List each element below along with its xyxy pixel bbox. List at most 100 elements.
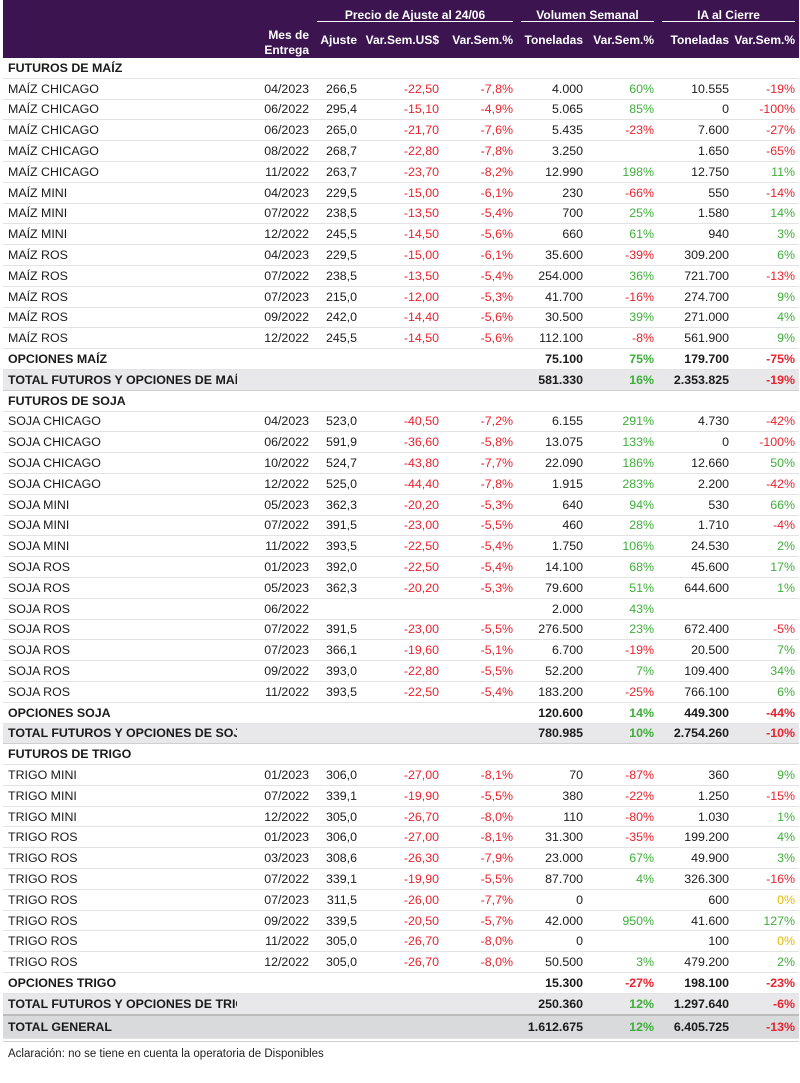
cell-vol-var: 7% <box>587 660 659 682</box>
table-row: SOJA MINI 11/2022 393,5 -22,50 -5,4% 1.750 106… <box>3 535 800 558</box>
cell-var-usd: -40,50 <box>361 411 443 433</box>
cell-ajuste: 393,5 <box>313 535 361 558</box>
cell-ia-var: -42% <box>733 473 800 495</box>
cell-ia-var: 2% <box>733 535 800 558</box>
cell-mes: 01/2023 <box>237 764 313 786</box>
cell-ajuste: 391,5 <box>313 515 361 537</box>
cell-ia-var: 4% <box>733 826 800 849</box>
cell-ia: 6.405.725 <box>658 1013 734 1039</box>
cell-vol-var: 68% <box>587 556 659 578</box>
cell-mes: 06/2023 <box>237 119 313 142</box>
cell-var-pct: -5,5% <box>443 868 517 890</box>
cell-ia: 1.030 <box>658 806 734 828</box>
table-row: SOJA CHICAGO 04/2023 523,0 -40,50 -7,2% 6.155… <box>3 411 800 433</box>
cell-vol: 50.500 <box>517 951 587 974</box>
cell-vol-var: 4% <box>587 868 659 890</box>
cell-vol-var: 28% <box>587 515 659 537</box>
cell-vol-var: 61% <box>587 223 659 246</box>
cell-ajuste: 393,5 <box>313 681 361 703</box>
cell-vol: 87.700 <box>517 868 587 890</box>
cell-ia-var: -14% <box>733 182 800 204</box>
cell-ajuste <box>313 702 361 724</box>
cell-var-usd <box>361 723 443 745</box>
cell-ajuste <box>313 369 361 391</box>
cell-ia: 1.710 <box>658 515 734 537</box>
cell-ajuste: 525,0 <box>313 473 361 495</box>
cell-var-usd: -19,90 <box>361 785 443 807</box>
cell-name: SOJA CHICAGO <box>3 431 237 454</box>
col-varsem-pct-header: Var.Sem.% <box>443 22 517 58</box>
cell-var-usd: -20,50 <box>361 910 443 932</box>
cell-ia: 2.200 <box>658 473 734 495</box>
cell-mes: 06/2022 <box>237 598 313 620</box>
cell-ia: 600 <box>658 889 734 911</box>
cell-mes: 05/2023 <box>237 577 313 599</box>
cell-name: TOTAL GENERAL <box>3 1013 237 1039</box>
col-varsem-usd-header: Var.Sem.US$ <box>361 22 443 58</box>
cell-ia-var: -65% <box>733 140 800 162</box>
cell-ia: 1.580 <box>658 203 734 225</box>
cell-ajuste: 242,0 <box>313 307 361 329</box>
cell-var-pct: -5,5% <box>443 619 517 641</box>
cell-mes: 09/2022 <box>237 660 313 682</box>
table-row: MAÍZ CHICAGO 06/2023 265,0 -21,70 -7,6% 5.435… <box>3 119 800 142</box>
cell-var-pct: -5,5% <box>443 515 517 537</box>
cell-ajuste <box>313 972 361 994</box>
cell-var-pct: -5,7% <box>443 910 517 932</box>
cell-vol: 112.100 <box>517 327 587 350</box>
table-row: TRIGO ROS 07/2023 311,5 -26,00 -7,7% 0 600 0% <box>3 889 800 911</box>
footnote: Aclaración: no se tiene en cuenta la ope… <box>3 1040 799 1060</box>
cell-name: MAÍZ CHICAGO <box>3 99 237 121</box>
cell-name: TRIGO MINI <box>3 764 237 786</box>
cell-var-pct: -5,4% <box>443 681 517 703</box>
cell-vol-var: -27% <box>587 972 659 994</box>
cell-ia: 672.400 <box>658 619 734 641</box>
cell-name: SOJA ROS <box>3 639 237 662</box>
cell-var-pct: -6,1% <box>443 244 517 266</box>
table-row: MAÍZ MINI 07/2022 238,5 -13,50 -5,4% 700 25% 1.… <box>3 203 800 225</box>
cell-ia: 45.600 <box>658 556 734 578</box>
cell-name: MAÍZ CHICAGO <box>3 119 237 142</box>
cell-vol: 110 <box>517 806 587 828</box>
table-row: MAÍZ CHICAGO 06/2022 295,4 -15,10 -4,9% 5.065… <box>3 99 800 121</box>
cell-mes <box>237 723 313 745</box>
cell-ia: 271.000 <box>658 307 734 329</box>
cell-name: SOJA ROS <box>3 619 237 641</box>
cell-ia-var: 34% <box>733 660 800 682</box>
cell-ia-var: -13% <box>733 265 800 287</box>
cell-ia-var: 6% <box>733 244 800 266</box>
cell-vol-var: 36% <box>587 265 659 287</box>
cell-name: TRIGO ROS <box>3 847 237 870</box>
cell-vol: 640 <box>517 494 587 516</box>
cell-vol: 12.990 <box>517 161 587 183</box>
cell-var-pct: -7,6% <box>443 119 517 142</box>
cell-ajuste: 308,6 <box>313 847 361 870</box>
cell-var-usd: -43,80 <box>361 452 443 474</box>
table-row: MAÍZ CHICAGO 11/2022 263,7 -23,70 -8,2% 12.99… <box>3 161 800 183</box>
cell-var-usd <box>361 1013 443 1039</box>
cell-ia-var: 3% <box>733 223 800 246</box>
cell-name: OPCIONES TRIGO <box>3 972 237 994</box>
cell-mes: 06/2022 <box>237 431 313 454</box>
cell-ajuste: 265,0 <box>313 119 361 142</box>
cell-mes: 07/2022 <box>237 265 313 287</box>
cell-ia-var: -15% <box>733 785 800 807</box>
table-row: MAÍZ MINI 12/2022 245,5 -14,50 -5,6% 660 61% 94… <box>3 223 800 246</box>
cell-mes <box>237 1013 313 1039</box>
cell-ajuste: 305,0 <box>313 806 361 828</box>
table-row: MAÍZ ROS 07/2023 215,0 -12,00 -5,3% 41.700 -16… <box>3 286 800 308</box>
cell-var-usd: -26,30 <box>361 847 443 870</box>
cell-var-usd: -27,00 <box>361 764 443 786</box>
section-header-row: FUTUROS DE TRIGO <box>3 743 800 766</box>
cell-vol-var: 186% <box>587 452 659 474</box>
table-row: SOJA ROS 06/2022 2.000 43% <box>3 598 800 620</box>
cell-ajuste: 339,1 <box>313 785 361 807</box>
cell-ia: 49.900 <box>658 847 734 870</box>
cell-name: TRIGO ROS <box>3 951 237 974</box>
cell-vol-var <box>587 889 659 911</box>
cell-ia: 274.700 <box>658 286 734 308</box>
cell-name: TRIGO ROS <box>3 826 237 849</box>
cell-vol-var: 12% <box>587 1013 659 1039</box>
table-row: MAÍZ CHICAGO 04/2023 266,5 -22,50 -7,8% 4.000… <box>3 78 800 100</box>
cell-vol: 5.065 <box>517 99 587 121</box>
